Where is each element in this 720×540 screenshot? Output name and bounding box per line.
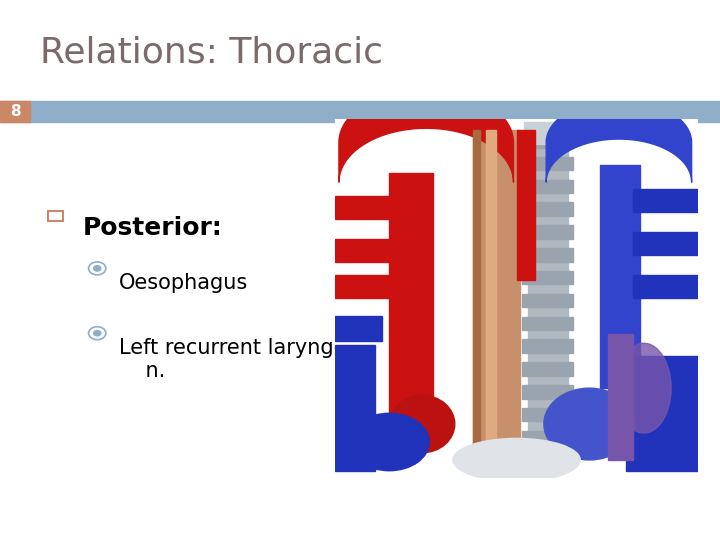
Bar [522, 157, 573, 170]
Ellipse shape [349, 413, 429, 471]
Text: Left recurrent laryngeal
    n.: Left recurrent laryngeal n. [119, 338, 365, 381]
Bar [335, 316, 382, 341]
Bar [633, 189, 698, 212]
Bar [486, 130, 496, 467]
Bar [522, 431, 573, 444]
Bar [335, 196, 393, 219]
Bar [524, 123, 571, 144]
Ellipse shape [544, 388, 635, 460]
Bar [522, 248, 573, 262]
Bar [0, 101, 720, 122]
Bar [335, 239, 393, 262]
Bar [473, 130, 521, 467]
Bar [600, 165, 640, 388]
Ellipse shape [390, 395, 455, 453]
Bar [517, 130, 535, 280]
Bar [633, 232, 698, 255]
Bar [522, 179, 573, 193]
Text: Relations: Thoracic: Relations: Thoracic [40, 35, 382, 69]
Bar [522, 316, 573, 330]
Bar [528, 130, 567, 471]
Bar [390, 173, 433, 442]
Text: Posterior:: Posterior: [83, 216, 222, 240]
Bar [0, 101, 30, 122]
Bar [608, 334, 633, 460]
Bar [335, 345, 375, 471]
Bar [522, 408, 573, 421]
Ellipse shape [616, 343, 671, 433]
Bar [522, 271, 573, 285]
Bar [522, 339, 573, 353]
Bar [522, 202, 573, 216]
Bar [522, 362, 573, 376]
Bar [335, 275, 393, 298]
Bar [522, 134, 573, 147]
Ellipse shape [453, 438, 580, 482]
Bar [633, 275, 698, 298]
Bar [626, 356, 698, 471]
Bar [522, 385, 573, 399]
Text: Oesophagus: Oesophagus [119, 273, 248, 293]
Bar [522, 225, 573, 239]
Bar [473, 130, 480, 467]
Bar [522, 454, 573, 467]
Text: 8: 8 [10, 104, 20, 119]
Circle shape [94, 330, 101, 336]
Circle shape [94, 266, 101, 271]
Bar [522, 294, 573, 307]
